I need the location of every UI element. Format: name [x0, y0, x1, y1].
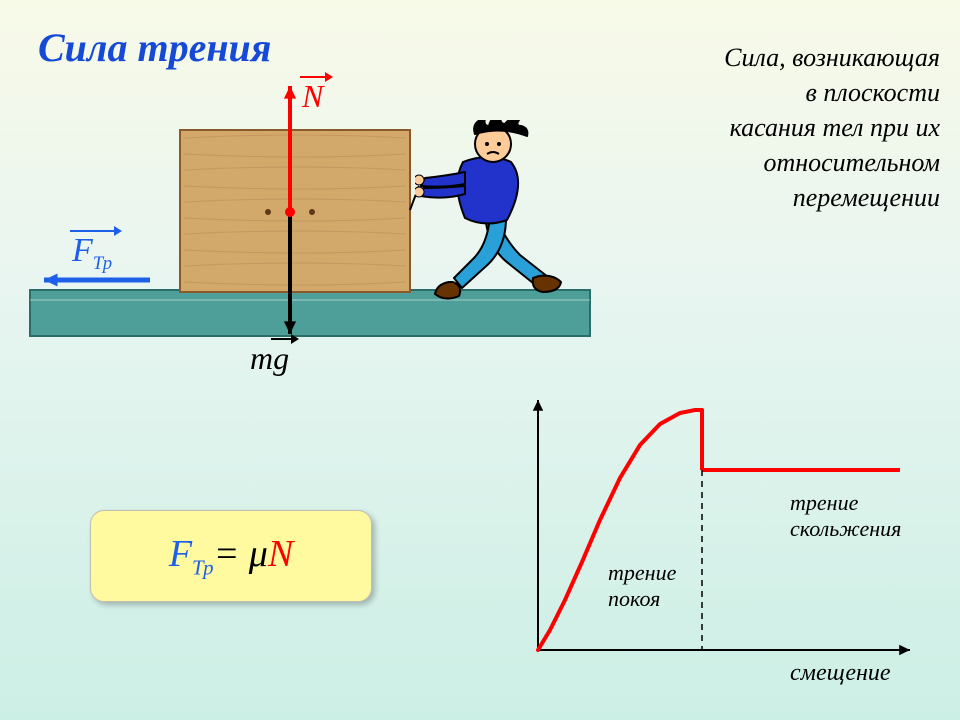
- definition-text: Сила, возникающаяв плоскостикасания тел …: [640, 40, 940, 215]
- force-label-N: N: [302, 78, 323, 115]
- chart-xaxis-label: смещение: [790, 660, 891, 687]
- person-illustration: [415, 120, 635, 340]
- formula-text: FТр= μN: [169, 532, 293, 581]
- force-label-F: FТр: [72, 232, 112, 275]
- formula-box: FТр= μN: [90, 510, 372, 602]
- chart-label-static: трениепокоя: [608, 560, 676, 612]
- chart-label-kinetic: трениескольжения: [790, 490, 901, 542]
- force-label-mg: mg: [250, 340, 289, 377]
